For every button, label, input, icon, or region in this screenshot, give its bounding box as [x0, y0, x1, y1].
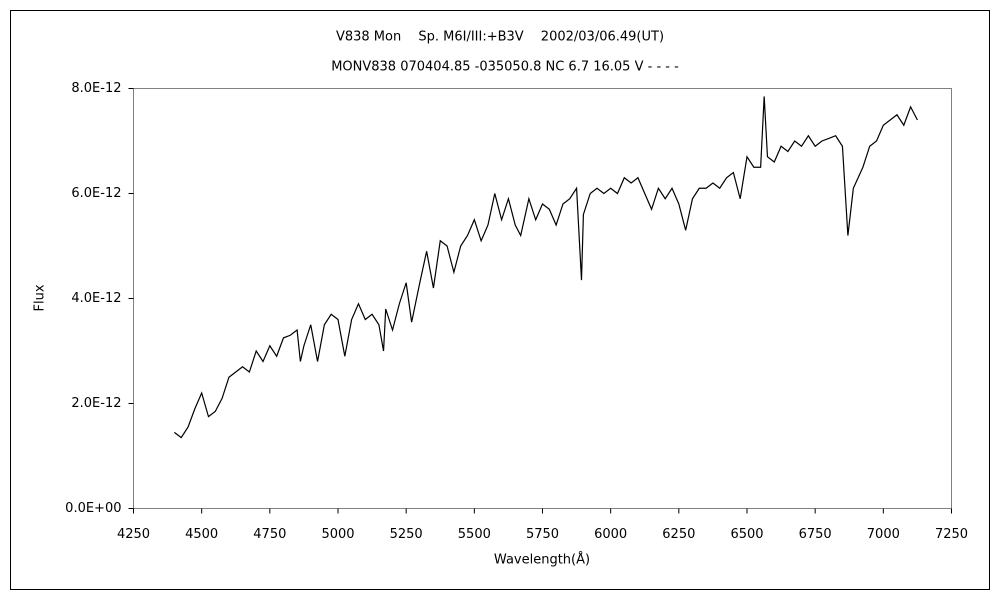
- x-tick-label: 6500: [730, 527, 763, 542]
- plot-area: [133, 88, 952, 509]
- y-axis-label: Flux: [33, 284, 48, 311]
- x-tick-label: 5500: [458, 527, 491, 542]
- y-tick-label: 6.0E-12: [71, 186, 121, 201]
- spectrum-line: [174, 96, 918, 439]
- chart-title: V838 Mon Sp. M6I/III:+B3V 2002/03/06.49(…: [336, 30, 664, 45]
- x-tick-label: 7250: [935, 527, 968, 542]
- x-tick-label: 5750: [526, 527, 559, 542]
- x-axis-label: Wavelength(Å): [494, 552, 590, 568]
- x-tick-label: 5250: [390, 527, 423, 542]
- y-tick-label: 2.0E-12: [71, 396, 121, 411]
- x-tick-label: 4750: [253, 527, 286, 542]
- x-tick-label: 7000: [867, 527, 900, 542]
- x-tick-label: 4250: [117, 527, 150, 542]
- y-tick-label: 8.0E-12: [71, 81, 121, 96]
- x-tick-label: 4500: [185, 527, 218, 542]
- chart-subtitle: MONV838 070404.85 -035050.8 NC 6.7 16.05…: [331, 60, 679, 75]
- y-tick-label: 0.0E+00: [65, 501, 121, 516]
- x-tick-label: 6750: [799, 527, 832, 542]
- y-tick-label: 4.0E-12: [71, 291, 121, 306]
- x-tick-label: 6000: [594, 527, 627, 542]
- x-tick-label: 6250: [662, 527, 695, 542]
- x-tick-label: 5000: [321, 527, 354, 542]
